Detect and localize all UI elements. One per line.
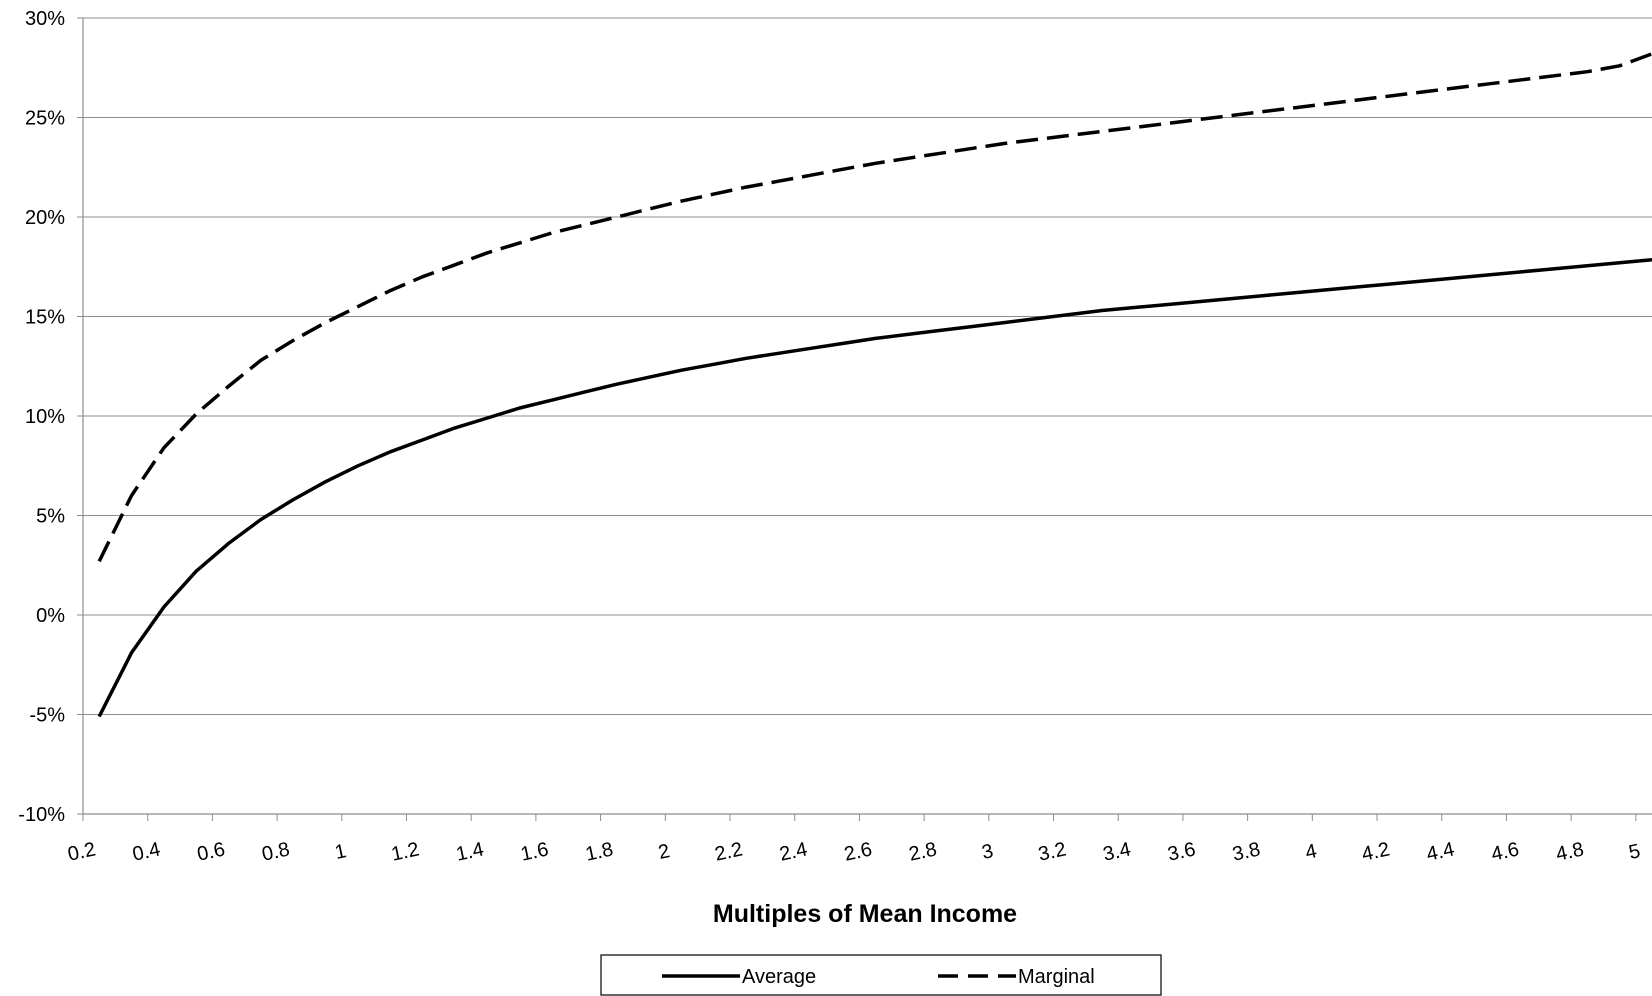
x-tick-label: 2.8 bbox=[907, 838, 939, 865]
x-tick-label: 4.6 bbox=[1489, 838, 1521, 865]
x-tick-label: 1.4 bbox=[454, 838, 486, 865]
x-tick-label: 2.6 bbox=[842, 838, 874, 865]
x-tick-label: 1.8 bbox=[583, 838, 615, 865]
x-tick-label: 4.2 bbox=[1360, 838, 1392, 865]
x-tick-label: 4.4 bbox=[1425, 838, 1457, 865]
x-tick-label: 2 bbox=[656, 840, 671, 864]
x-tick-label: 3.6 bbox=[1166, 838, 1198, 865]
x-tick-labels: 0.2 0.4 0.6 0.8 1 1.2 1.4 1.6 1.8 2 2.2 2.4 2.6 2.8 3 3… bbox=[66, 814, 1642, 866]
y-tick-label: 10% bbox=[25, 406, 65, 428]
x-axis-title: Multiples of Mean Income bbox=[713, 900, 1017, 928]
y-tick-label: 20% bbox=[25, 207, 65, 229]
x-tick-label: 0.6 bbox=[195, 838, 227, 865]
y-tick-label: -10% bbox=[18, 804, 65, 826]
y-tick-label: 15% bbox=[25, 307, 65, 329]
series-lines bbox=[97, 52, 1652, 718]
x-tick-label: 4 bbox=[1303, 840, 1318, 864]
x-tick-label: 1.2 bbox=[389, 838, 421, 865]
y-tick-label: 0% bbox=[36, 605, 65, 627]
x-tick-label: 5 bbox=[1627, 840, 1642, 864]
x-tick-label: 4.8 bbox=[1554, 838, 1586, 865]
x-tick-label: 0.8 bbox=[260, 838, 292, 865]
x-tick-label: 0.2 bbox=[66, 838, 98, 865]
x-tick-label: 1 bbox=[333, 840, 348, 864]
x-tick-label: 2.2 bbox=[713, 838, 745, 865]
x-tick-label: 1.6 bbox=[519, 838, 551, 865]
series-line-marginal bbox=[97, 52, 1652, 563]
x-tick-label: 3.4 bbox=[1101, 838, 1133, 865]
x-tick-label: 3.2 bbox=[1036, 838, 1068, 865]
legend: Average Marginal bbox=[600, 954, 1162, 996]
y-tick-label: -5% bbox=[29, 705, 65, 727]
legend-label-marginal: Marginal bbox=[1018, 966, 1095, 988]
y-tick-label: 30% bbox=[25, 8, 65, 30]
gridlines bbox=[83, 17, 1652, 815]
series-line-average bbox=[97, 258, 1652, 718]
x-tick-label: 3 bbox=[980, 840, 995, 864]
x-tick-label: 2.4 bbox=[778, 838, 810, 865]
x-tick-label: 0.4 bbox=[131, 838, 163, 865]
y-tick-label: 5% bbox=[36, 506, 65, 528]
y-tick-label: 25% bbox=[25, 108, 65, 130]
legend-label-average: Average bbox=[742, 966, 816, 988]
x-tick-label: 3.8 bbox=[1230, 838, 1262, 865]
y-tick-labels: -10% -5% 0% 5% 10% 15% 20% 25% 30% bbox=[18, 8, 83, 826]
